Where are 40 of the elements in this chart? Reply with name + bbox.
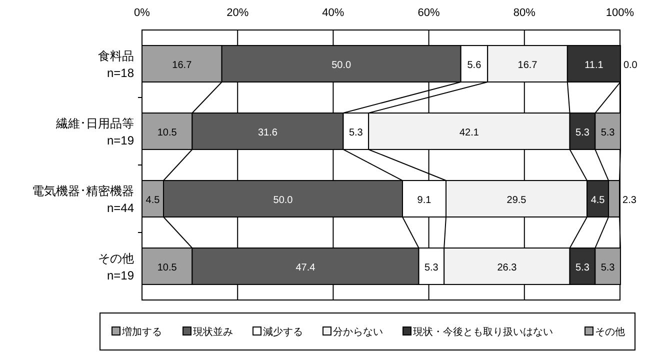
data-label: 9.1 (417, 194, 432, 206)
data-label: 16.7 (518, 60, 538, 71)
legend-label: その他 (595, 326, 625, 338)
data-label: 5.6 (467, 60, 482, 71)
data-label: 5.3 (600, 262, 616, 274)
data-label: 4.5 (590, 194, 606, 206)
data-label: 26.3 (497, 262, 518, 274)
legend-label: 増加する (121, 326, 162, 338)
data-label: 31.6 (258, 127, 278, 138)
legend-label: 現状並み (193, 326, 233, 338)
data-label: 5.3 (576, 262, 590, 274)
data-label: 5.3 (600, 127, 616, 138)
data-label: 29.5 (506, 194, 527, 206)
y-tick-label: 食料品 n=18 (98, 48, 134, 80)
data-label: 0.0 (623, 60, 638, 71)
legend-label: 減少する (263, 326, 303, 338)
data-label: 50.0 (332, 60, 352, 71)
y-tick-label: その他 n=19 (98, 251, 134, 282)
legend-label: 現状・今後とも取り扱いはない (413, 326, 553, 338)
data-label: 47.4 (296, 262, 316, 274)
x-tick-label: 100% (606, 7, 634, 19)
data-label: 2.3 (622, 194, 637, 206)
data-label: 5.3 (424, 262, 439, 274)
data-label: 50.0 (273, 194, 294, 206)
x-tick-label: 40% (322, 7, 344, 19)
data-label: 4.5 (146, 194, 160, 206)
data-label: 5.3 (576, 127, 590, 138)
data-label: 16.7 (172, 60, 192, 71)
x-tick-label: 80% (513, 7, 536, 19)
data-label: 5.3 (348, 127, 364, 138)
data-label: 10.5 (157, 127, 178, 138)
legend-label: 分からない (333, 326, 383, 338)
data-label: 11.1 (584, 60, 604, 71)
y-tick-label: 電気機器･精密機器 n=44 (32, 184, 134, 215)
data-label: 42.1 (459, 127, 480, 138)
x-tick-label: 20% (226, 7, 249, 19)
y-tick-label: 繊維･日用品等 n=19 (55, 116, 134, 148)
data-label: 10.5 (157, 262, 178, 274)
x-tick-label: 60% (418, 7, 440, 19)
x-tick-label: 0% (134, 7, 150, 19)
